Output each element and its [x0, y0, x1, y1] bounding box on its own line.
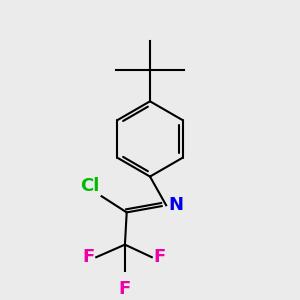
Text: F: F: [82, 248, 94, 266]
Text: N: N: [168, 196, 183, 214]
Text: F: F: [119, 280, 131, 298]
Text: Cl: Cl: [80, 177, 100, 195]
Text: F: F: [154, 248, 166, 266]
